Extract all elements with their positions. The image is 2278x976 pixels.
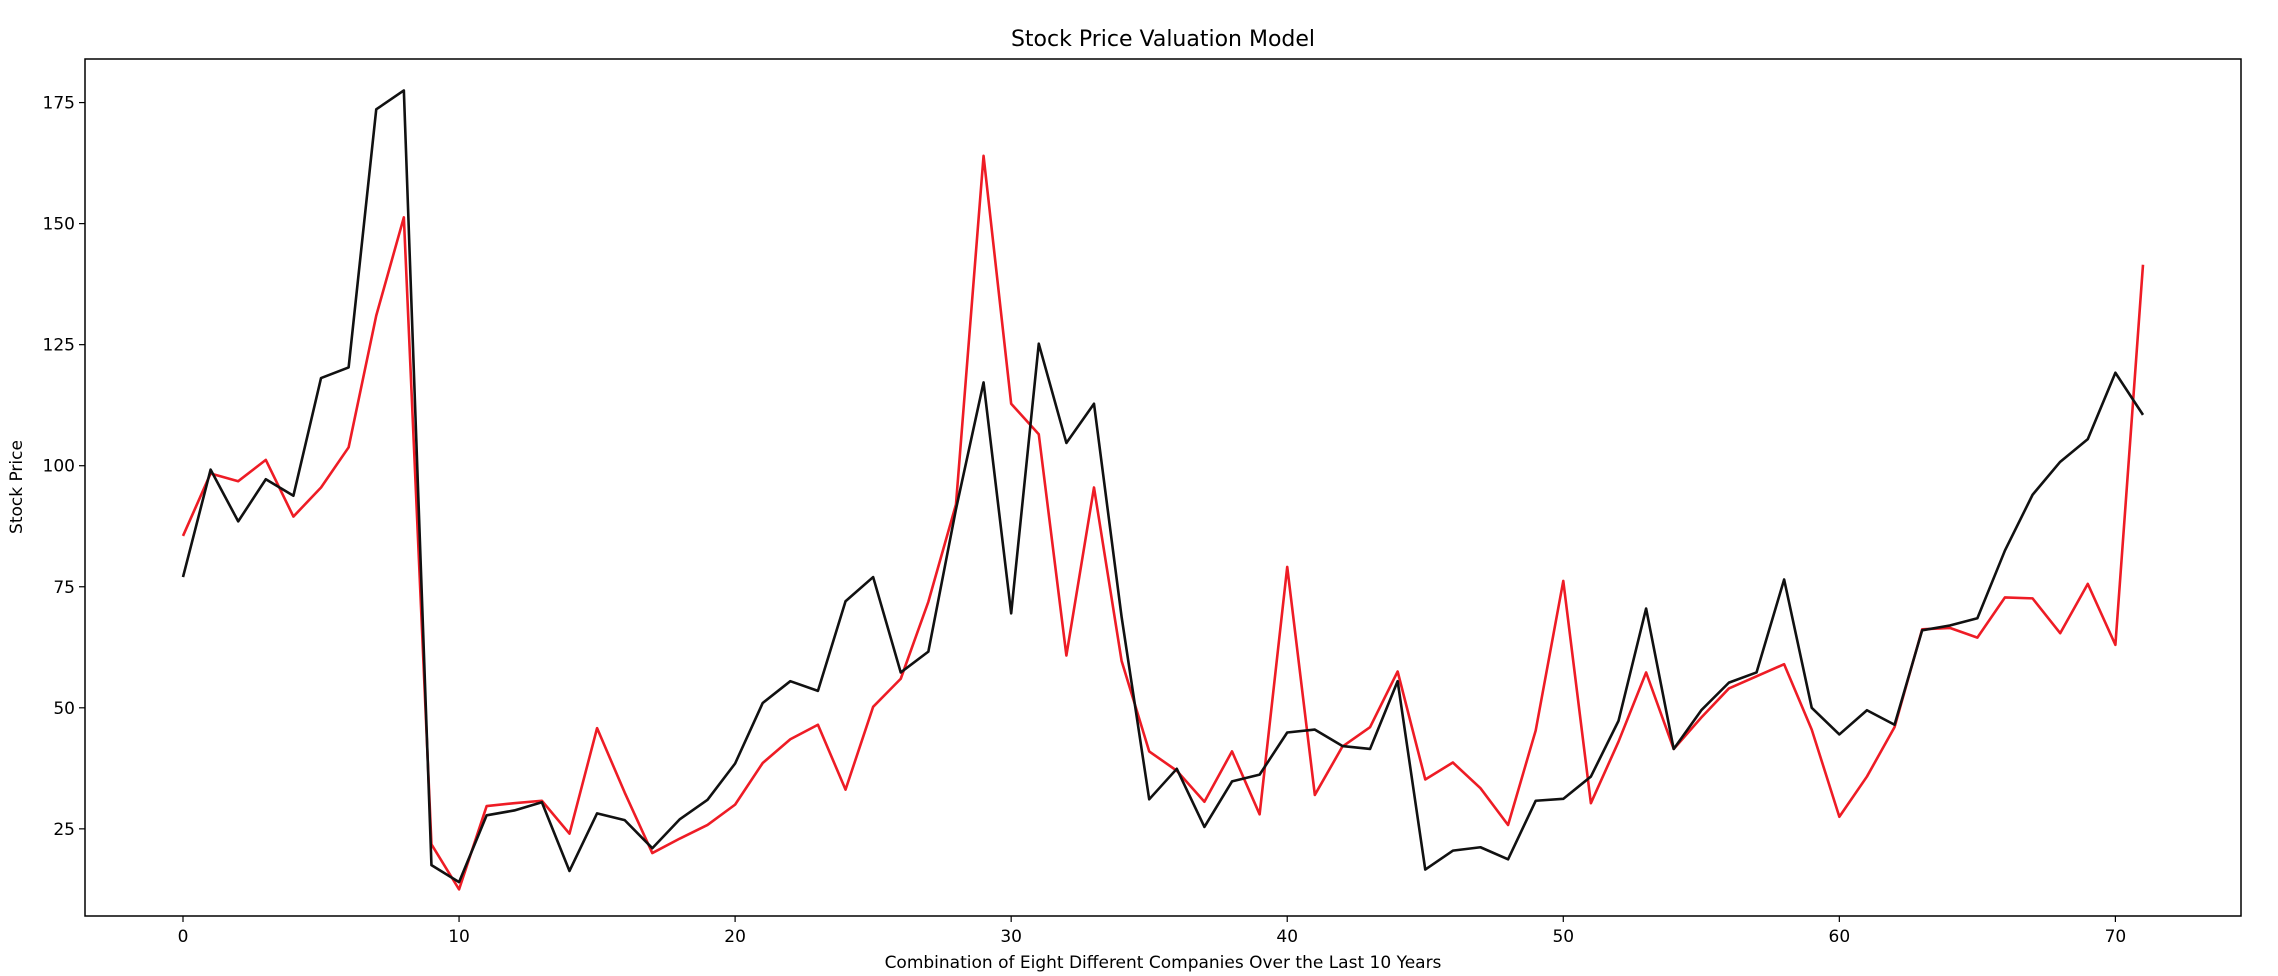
x-tick-label: 70 [2105, 927, 2127, 947]
y-tick-label: 175 [43, 94, 75, 114]
x-tick-label: 20 [724, 927, 746, 947]
x-axis-label: Combination of Eight Different Companies… [885, 953, 1442, 973]
y-axis: 25 50 75 100 125 150 175 [43, 94, 85, 840]
plot-frame [84, 58, 2242, 917]
series-line-1 [181, 154, 2145, 891]
x-tick-label: 60 [1829, 927, 1851, 947]
y-tick-label: 125 [43, 336, 75, 356]
x-tick-label: 0 [178, 927, 189, 947]
x-tick-label: 50 [1552, 927, 1574, 947]
series-line-2 [181, 89, 2145, 884]
chart-title: Stock Price Valuation Model [1011, 27, 1315, 52]
y-axis-label: Stock Price [7, 440, 27, 534]
x-tick-label: 40 [1276, 927, 1298, 947]
x-tick-label: 10 [448, 927, 470, 947]
plot-area [181, 89, 2145, 891]
x-tick-label: 30 [1000, 927, 1022, 947]
y-tick-label: 150 [43, 215, 75, 235]
y-tick-label: 75 [53, 578, 75, 598]
y-tick-label: 50 [53, 699, 75, 719]
y-tick-label: 100 [43, 457, 75, 477]
y-tick-label: 25 [53, 820, 75, 840]
x-axis: 0 10 20 30 40 50 60 70 [178, 916, 2127, 947]
